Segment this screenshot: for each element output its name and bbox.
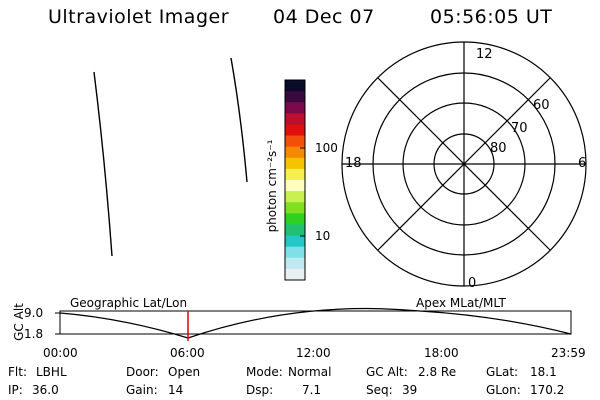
timeline-xtick-1: 06:00 [170,346,205,360]
date-label: 04 Dec 07 [273,6,375,28]
colorbar-label-100: 100 [315,141,338,155]
timeline-xtick-4: 23:59 [551,346,586,360]
colorbar-band [285,224,305,237]
colorbar-band [285,268,305,281]
colorbar-band [285,191,305,203]
dsp-label: Dsp: [246,383,274,397]
polar-diagonal-2 [377,77,551,251]
timeline-right-title: Apex MLat/MLT [416,296,506,310]
mode-label: Mode: [246,365,283,379]
mlt-label-18: 18 [345,156,362,171]
mlt-label-12: 12 [476,47,493,62]
colorbar-band [285,246,305,259]
gain-value: 14 [168,383,184,397]
ip-value: 36.0 [32,383,59,397]
geo-grid-line-right [230,57,248,183]
timeline-xtick-0: 00:00 [43,346,78,360]
gc-alt-label: GC Alt: [366,365,408,379]
colorbar-band [285,157,305,170]
colorbar-band [285,80,305,92]
timeline-ytick-label-high: 9.0 [24,306,44,320]
timeline-xtick-2: 12:00 [296,346,331,360]
ip-label: IP: [8,383,23,397]
colorbar-band [285,146,305,159]
filter-value: LBHL [36,365,67,379]
colorbar-band [285,235,305,248]
glat-value: 18.1 [530,365,557,379]
geo-grid-line-left [93,71,113,257]
colorbar-band [285,135,305,148]
seq-label: Seq: [366,383,393,397]
color-scale-bar [285,80,305,281]
color-scale-frame [284,79,306,281]
door-value: Open [168,365,201,379]
glat-label: GLat: [486,365,519,379]
timeline-ytick-label-low: 1.8 [24,327,44,341]
altitude-curve [59,307,572,339]
colorbar-band [285,213,305,225]
door-label: Door: [126,365,159,379]
colorbar-band [285,168,305,181]
mlt-label-6: 6 [578,156,587,171]
gc-alt-value: 2.8 Re [418,365,457,379]
colorbar-band [285,180,305,192]
time-label: 05:56:05 UT [430,6,553,28]
colorbar-band [285,257,305,270]
colorbar-band [285,113,305,125]
colorbar-unit-label: photon cm⁻²s⁻¹ [265,139,279,233]
colorbar-band [285,124,305,137]
glon-value: 170.2 [530,383,565,397]
colorbar-band [285,102,305,114]
instrument-title: Ultraviolet Imager [48,6,230,28]
colorbar-label-10: 10 [315,229,331,243]
mlt-label-0: 0 [468,276,477,291]
glon-label: GLon: [486,383,521,397]
lat-label-70: 70 [511,121,528,136]
lat-label-60: 60 [533,98,550,113]
mode-value: Normal [288,365,332,379]
colorbar-band [285,91,305,103]
timeline-frame [59,310,572,335]
seq-value: 39 [402,383,418,397]
timeline-left-title: Geographic Lat/Lon [70,296,188,310]
dsp-value: 7.1 [302,383,322,397]
polar-grid [341,41,587,287]
colorbar-band [285,202,305,214]
timeline-xtick-3: 18:00 [424,346,459,360]
lat-label-80: 80 [490,141,507,156]
filter-label: Flt: [8,365,27,379]
gain-label: Gain: [126,383,158,397]
